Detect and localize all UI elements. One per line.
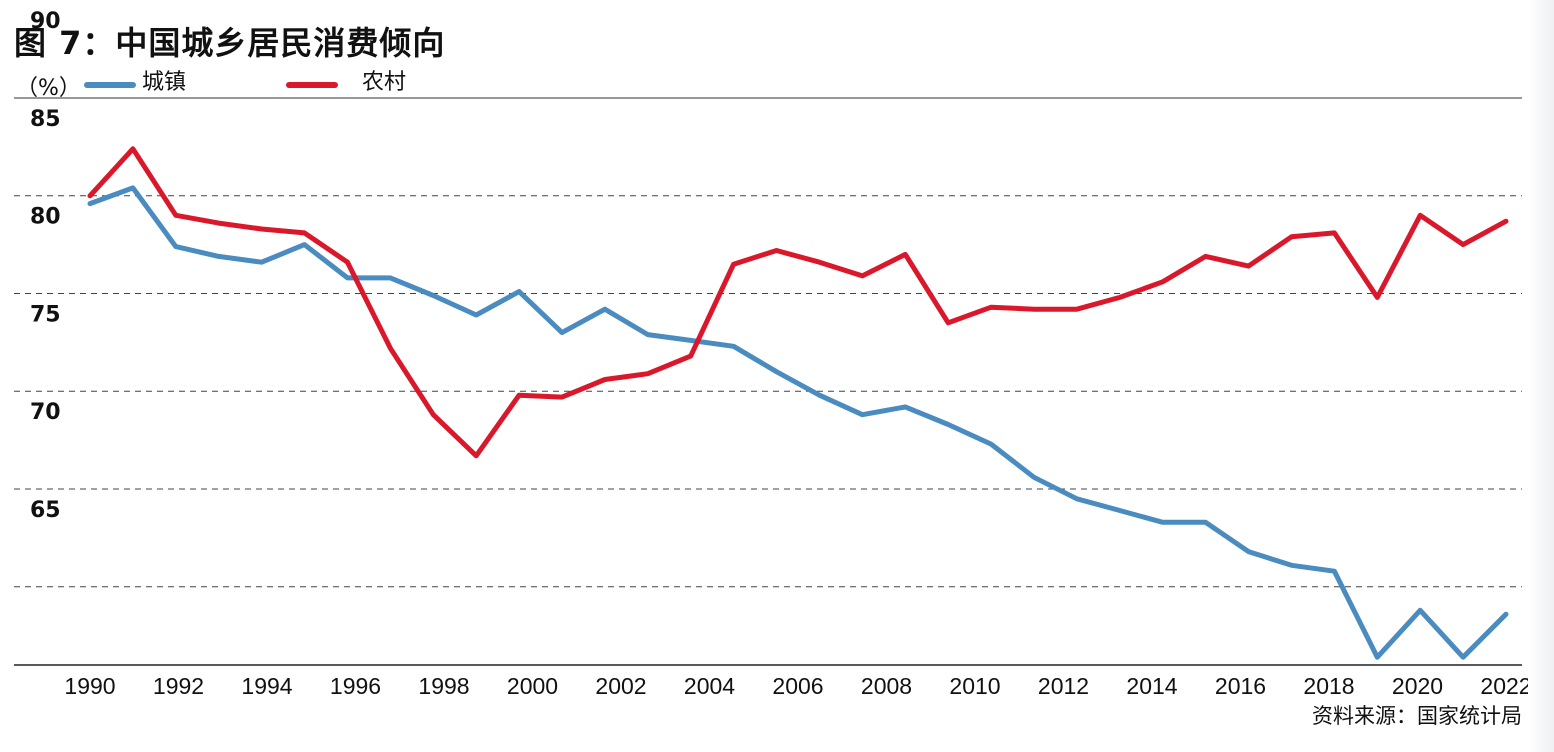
- x-tick-label: 2022: [1480, 673, 1531, 699]
- legend-swatch-urban: [84, 82, 136, 88]
- x-tick-label: 1996: [330, 673, 381, 699]
- x-axis-ticks: 1990 1992 1994 1996 1998 2000 2002 2004 2006 2008…: [64, 673, 1531, 699]
- x-tick-label: 2002: [595, 673, 646, 699]
- y-tick-label: 85: [30, 107, 61, 132]
- legend-label-rural: 农村: [362, 70, 407, 95]
- y-tick-label: 65: [30, 498, 61, 523]
- page-edge-shade: [1528, 0, 1554, 752]
- x-tick-label: 2014: [1126, 673, 1177, 699]
- x-tick-label: 2000: [507, 673, 558, 699]
- y-axis-ticks: 90 85 80 75 70 65: [30, 9, 61, 523]
- y-tick-label: 90: [30, 9, 61, 34]
- y-tick-label: 75: [30, 302, 61, 327]
- y-tick-label: 80: [30, 205, 61, 230]
- x-tick-label: 1998: [418, 673, 469, 699]
- legend-label-urban: 城镇: [142, 70, 187, 95]
- source-note: 资料来源：国家统计局: [1312, 704, 1522, 728]
- grid-lines: [14, 195, 1522, 588]
- legend-swatch-rural: [286, 82, 338, 88]
- x-tick-label: 2004: [684, 673, 735, 699]
- x-tick-label: 2016: [1215, 673, 1266, 699]
- x-tick-label: 2020: [1392, 673, 1443, 699]
- x-tick-label: 2010: [949, 673, 1000, 699]
- chart-title: 图 7：中国城乡居民消费倾向: [14, 24, 446, 62]
- x-tick-label: 2008: [861, 673, 912, 699]
- series-line-rural: [87, 146, 1509, 459]
- series-line-urban: [87, 185, 1509, 660]
- x-tick-label: 2018: [1303, 673, 1354, 699]
- y-axis-unit: （%）: [16, 76, 81, 101]
- legend-item-rural: 农村: [286, 68, 426, 98]
- legend-item-urban: 城镇: [84, 68, 204, 98]
- series-lines: [87, 146, 1509, 660]
- x-tick-label: 2012: [1038, 673, 1089, 699]
- x-tick-label: 1992: [153, 673, 204, 699]
- x-tick-label: 1990: [64, 673, 115, 699]
- y-tick-label: 70: [30, 400, 61, 425]
- x-tick-label: 2006: [772, 673, 823, 699]
- x-tick-label: 1994: [241, 673, 292, 699]
